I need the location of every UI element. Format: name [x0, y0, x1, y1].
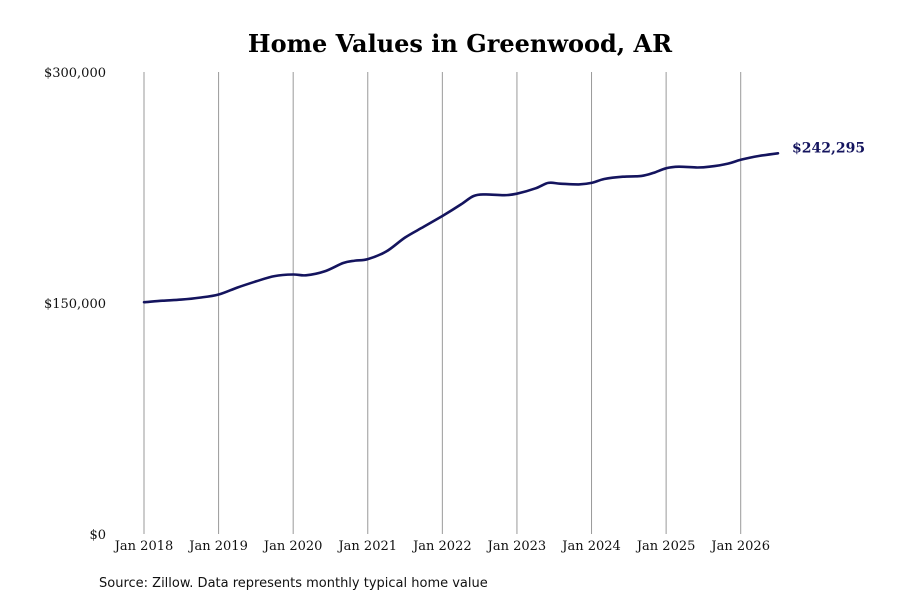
y-axis-ticks: $0 $150,000 $300,000: [44, 66, 106, 543]
gridlines: [143, 72, 742, 534]
x-axis-ticks: Jan 2018 Jan 2019 Jan 2020 Jan 2021 Jan 2022…: [113, 539, 770, 554]
end-value-label: $242,295: [792, 140, 865, 156]
y-tick-label: $150,000: [44, 297, 106, 312]
x-tick-label: Jan 2020: [262, 539, 323, 554]
x-tick-label: Jan 2024: [560, 539, 621, 554]
x-tick-label: Jan 2026: [709, 539, 770, 554]
source-note: Source: Zillow. Data represents monthly …: [99, 576, 488, 591]
x-tick-label: Jan 2022: [411, 539, 472, 554]
x-tick-label: Jan 2025: [635, 539, 696, 554]
y-tick-label: $300,000: [44, 66, 106, 81]
series-line: [142, 152, 780, 304]
y-tick-label: $0: [89, 528, 106, 543]
x-tick-label: Jan 2019: [187, 539, 248, 554]
x-tick-label: Jan 2021: [336, 539, 397, 554]
chart-title: Home Values in Greenwood, AR: [248, 29, 673, 58]
x-tick-label: Jan 2023: [486, 539, 547, 554]
x-tick-label: Jan 2018: [113, 539, 174, 554]
